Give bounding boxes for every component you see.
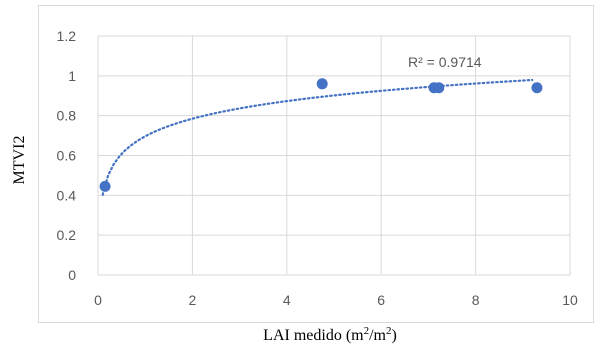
x-axis-label: LAI medido (m2/m2) <box>263 325 397 344</box>
x-tick-label: 0 <box>94 292 102 308</box>
data-points <box>99 78 543 192</box>
y-tick-label: 0.8 <box>57 108 77 124</box>
data-point <box>99 180 111 192</box>
data-point <box>531 82 543 94</box>
log-trendline <box>101 78 534 196</box>
x-axis-unit-close: ) <box>391 327 396 344</box>
r-squared-annotation: R² = 0.9714 <box>408 54 482 70</box>
y-tick-label: 1 <box>68 68 76 84</box>
x-axis-unit-sup-2: 2 <box>386 325 392 337</box>
x-axis-label-text: LAI medido (m <box>263 327 364 344</box>
x-tick-label: 2 <box>189 292 197 308</box>
data-point <box>316 78 328 90</box>
y-axis-label: MTVI2 <box>11 136 28 185</box>
x-tick-label: 10 <box>562 292 578 308</box>
trendline-group <box>101 78 534 196</box>
y-tick-label: 1.2 <box>57 28 77 44</box>
x-tick-label: 4 <box>283 292 291 308</box>
x-axis-unit-sup-1: 2 <box>364 325 370 337</box>
chart-frame <box>38 5 594 323</box>
y-tick-label: 0.6 <box>57 148 77 164</box>
x-axis-unit-mid: /m <box>369 327 386 344</box>
data-point <box>433 82 445 94</box>
y-tick-label: 0.2 <box>57 227 77 243</box>
y-tick-label: 0.4 <box>57 187 77 203</box>
x-tick-label: 6 <box>377 292 385 308</box>
x-tick-label: 8 <box>472 292 480 308</box>
gridlines <box>97 35 571 276</box>
tick-labels: 0 0.2 0.4 0.6 0.8 1 1.2 0 2 4 6 8 10 <box>57 28 578 308</box>
y-tick-label: 0 <box>68 267 76 283</box>
